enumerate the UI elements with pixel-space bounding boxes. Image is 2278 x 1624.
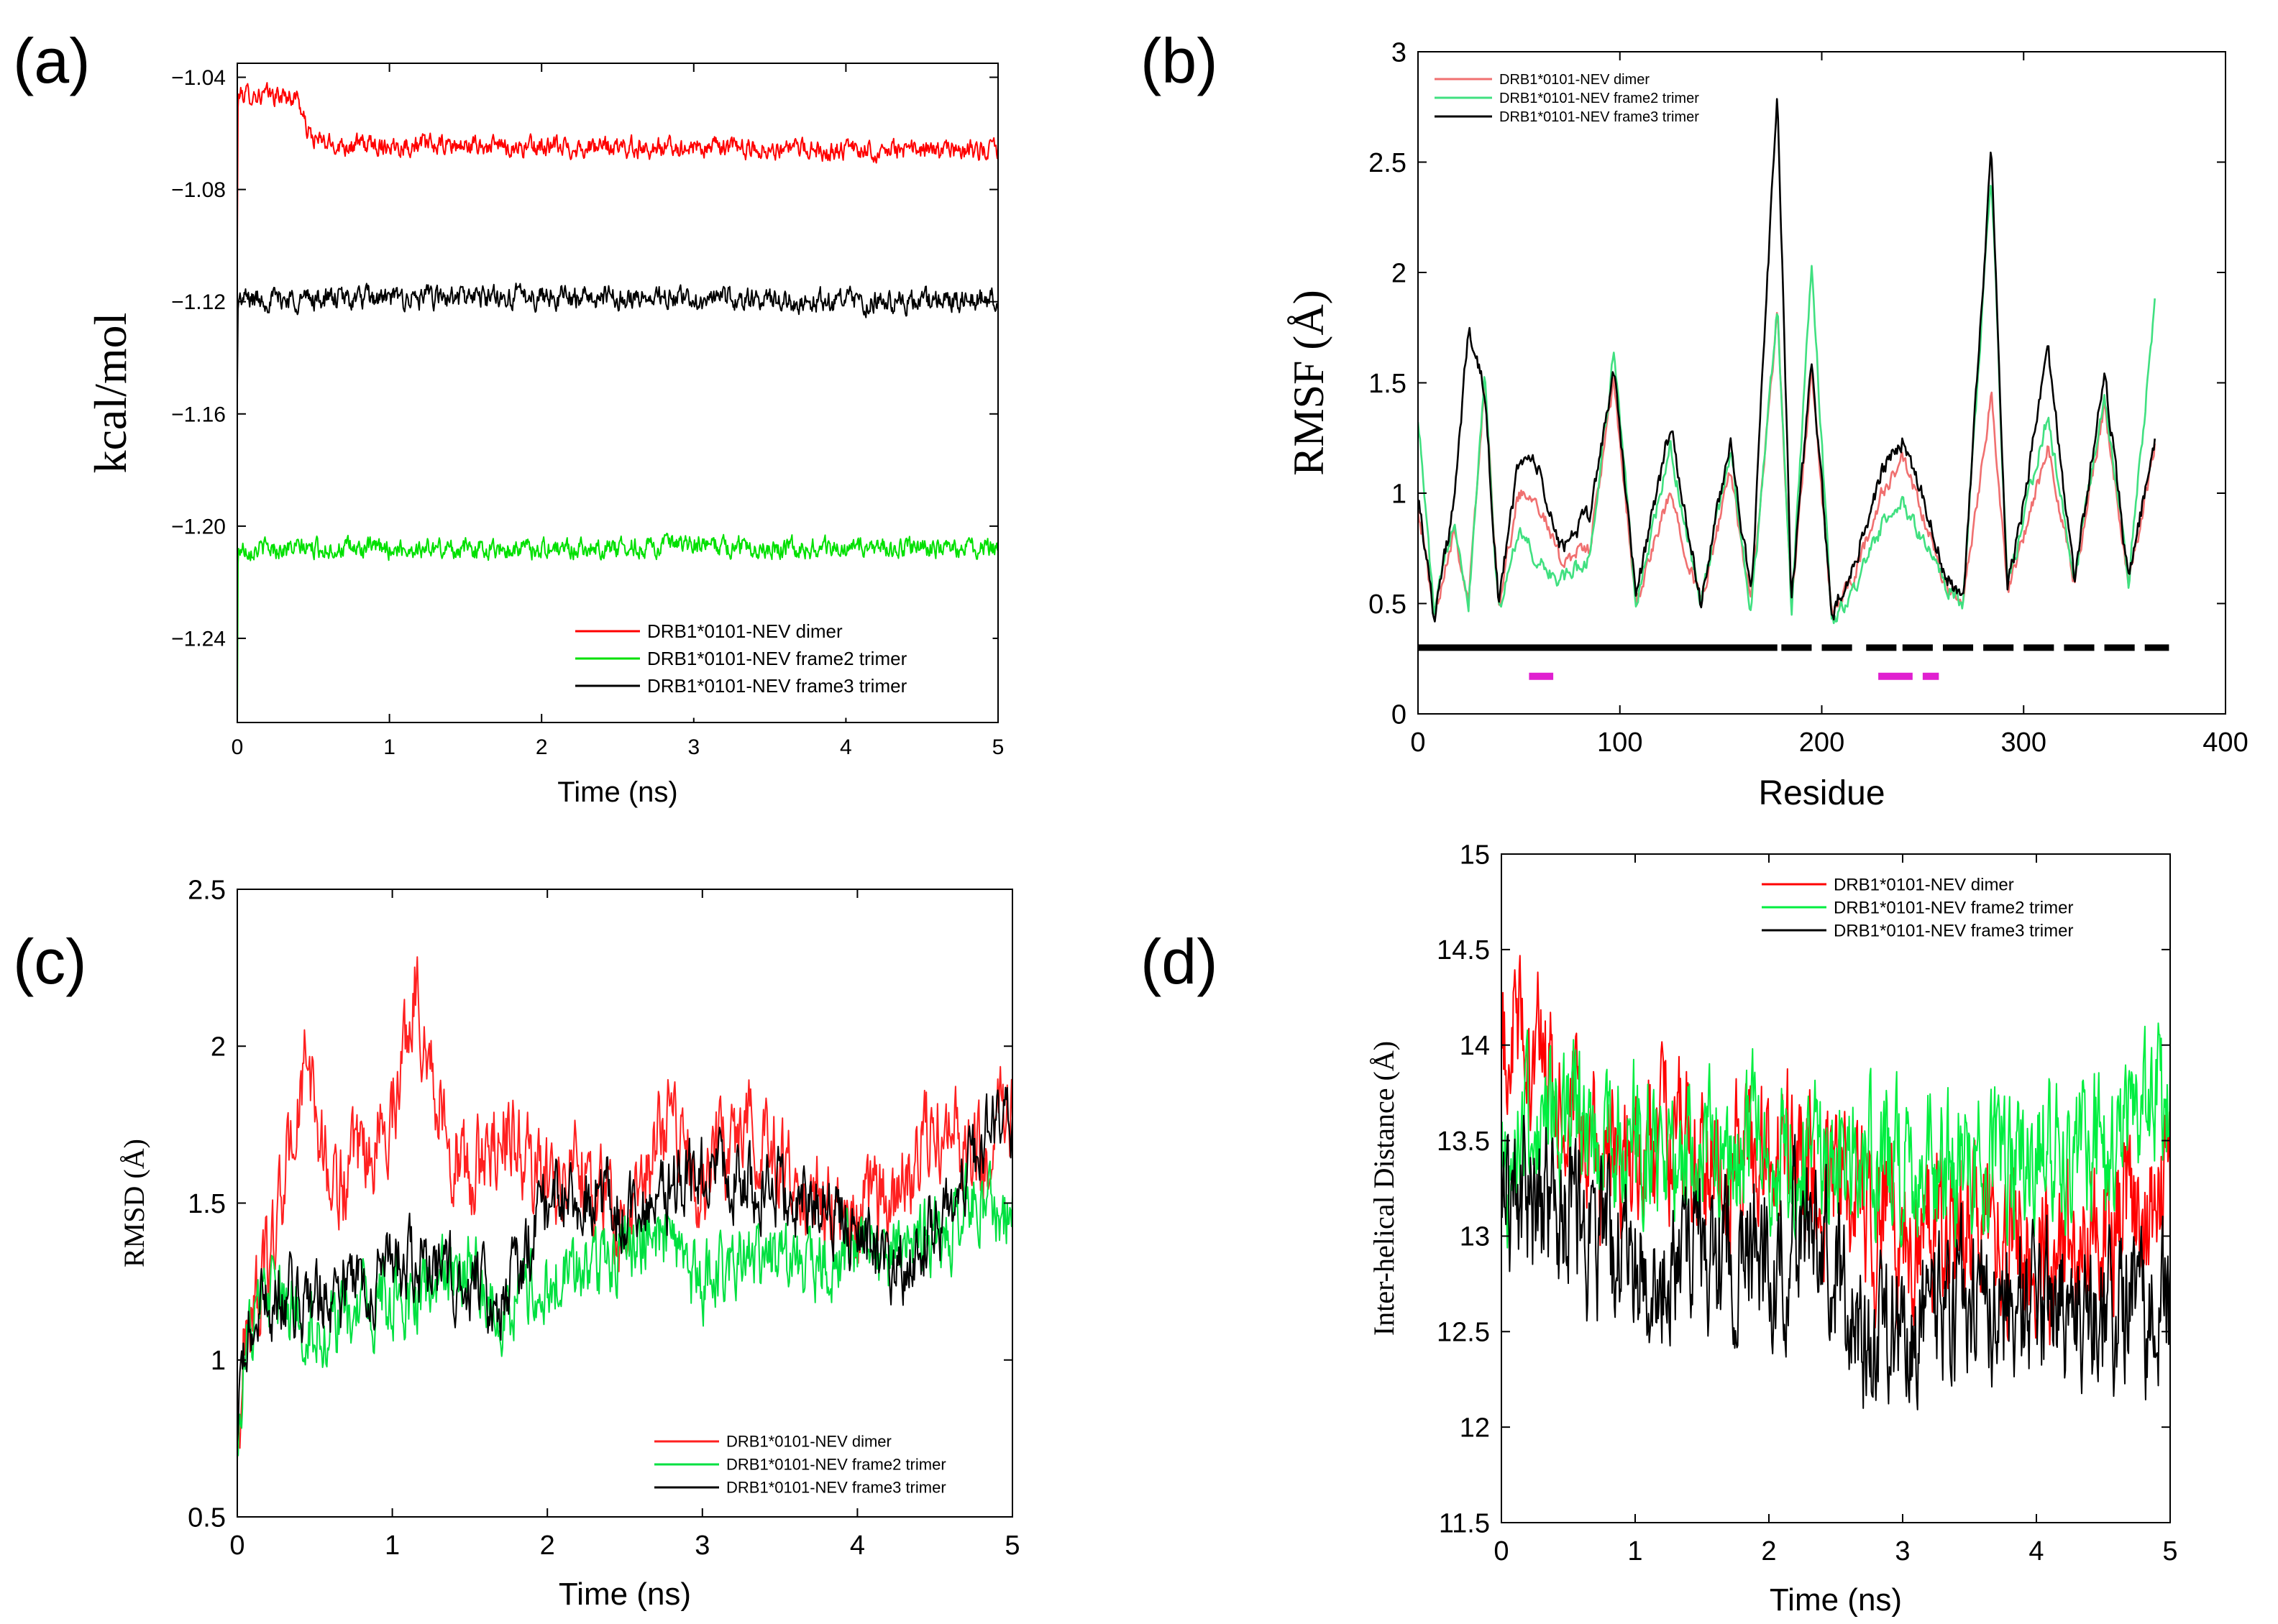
x-tick-label-b: 0: [1410, 728, 1425, 758]
x-tick-label-d: 0: [1493, 1536, 1509, 1566]
y-tick-label-c: 1: [211, 1346, 226, 1376]
y-axis-label-b: RMSF (Å): [1285, 290, 1332, 475]
panel-b: (b) 0 100 200 300 400 0 0.5 1 1.5 2 2.5 3 Residue RMS…: [1140, 25, 2249, 812]
x-tick-label-a: 0: [232, 735, 244, 759]
x-axis-label-b: Residue: [1758, 774, 1885, 812]
series-line-b-3: [1418, 98, 2156, 623]
plot-area-b: [1418, 98, 2156, 625]
series-line-b-2: [1418, 184, 2156, 625]
series-line-d-3: [1501, 1114, 2170, 1410]
legend-label-b-2: DRB1*0101-NEV frame2 trimer: [1499, 91, 1699, 106]
series-line-c-3: [237, 1086, 1012, 1443]
y-tick-label-a: −1.04: [171, 66, 226, 90]
panel-b-label: (b): [1140, 25, 1218, 96]
y-tick-label-d: 14: [1460, 1031, 1490, 1061]
legend-label-c-1: DRB1*0101-NEV dimer: [726, 1433, 892, 1451]
x-tick-label-a: 3: [687, 735, 700, 759]
x-tick-label-c: 0: [229, 1531, 244, 1561]
legend-label-d-2: DRB1*0101-NEV frame2 trimer: [1834, 898, 2073, 917]
plot-area-d: [1501, 955, 2170, 1410]
axes-frame-a: [237, 63, 999, 723]
legend-label-c-2: DRB1*0101-NEV frame2 trimer: [726, 1456, 946, 1474]
axes-frame-b: [1417, 51, 2226, 715]
y-tick-label-b: 0: [1391, 699, 1406, 730]
x-tick-label-d: 2: [1761, 1536, 1776, 1566]
x-tick-label-c: 4: [850, 1531, 865, 1561]
series-line-d-1: [1501, 955, 2170, 1346]
y-tick-label-d: 14.5: [1437, 935, 1490, 965]
y-tick-label-b: 1: [1391, 479, 1406, 509]
y-tick-label-b: 2.5: [1368, 148, 1406, 178]
y-tick-label-d: 13: [1460, 1222, 1490, 1252]
y-tick-label-a: −1.24: [171, 627, 226, 651]
x-tick-label-b: 200: [1799, 728, 1844, 758]
x-tick-label-d: 5: [2162, 1536, 2177, 1566]
y-tick-label-b: 1.5: [1368, 369, 1406, 399]
x-tick-label-a: 1: [383, 735, 395, 759]
x-axis-label-c: Time (ns): [559, 1577, 691, 1612]
series-line-c-1: [237, 956, 1012, 1461]
x-tick-label-c: 5: [1005, 1531, 1020, 1561]
panel-d-label: (d): [1140, 926, 1218, 997]
x-tick-label-b: 300: [2001, 728, 2046, 758]
x-tick-label-a: 5: [992, 735, 1005, 759]
panel-a-label: (a): [13, 25, 91, 96]
x-tick-label-b: 400: [2202, 728, 2248, 758]
x-tick-label-a: 2: [536, 735, 548, 759]
plot-area-a: [237, 82, 998, 722]
legend-label-d-3: DRB1*0101-NEV frame3 trimer: [1834, 921, 2073, 940]
y-tick-label-d: 15: [1460, 840, 1490, 870]
x-tick-label-d: 4: [2028, 1536, 2044, 1566]
y-tick-label-a: −1.12: [171, 290, 226, 314]
y-tick-label-c: 0.5: [188, 1503, 226, 1533]
y-tick-label-a: −1.08: [171, 178, 226, 202]
y-axis-label-a: kcal/mol: [85, 313, 136, 474]
legend-label-b-3: DRB1*0101-NEV frame3 trimer: [1499, 109, 1699, 125]
x-tick-label-a: 4: [840, 735, 852, 759]
legend-label-b-1: DRB1*0101-NEV dimer: [1499, 72, 1650, 88]
y-tick-label-b: 0.5: [1368, 589, 1406, 620]
panel-c: (c) 0 1 2 3 4 5 0.5 1 1.5 2 2.5 Time (ns) RMSD (Å) DR…: [13, 875, 1020, 1612]
y-tick-label-b: 2: [1391, 258, 1406, 288]
x-tick-label-c: 3: [695, 1531, 710, 1561]
x-tick-label-c: 2: [540, 1531, 555, 1561]
x-tick-label-d: 3: [1895, 1536, 1910, 1566]
series-line-a-1: [237, 82, 998, 246]
axes-frame-d: [1501, 853, 2171, 1523]
x-tick-label-d: 1: [1627, 1536, 1642, 1566]
x-tick-label-b: 100: [1597, 728, 1642, 758]
series-line-a-2: [237, 533, 998, 722]
y-tick-label-d: 12.5: [1437, 1318, 1490, 1348]
series-line-a-3: [237, 283, 998, 386]
panel-a: (a) 0 1 2 3 4 5 −1.04 −1.08 −1.12 −1.16 −1.20 −1.24…: [13, 25, 1004, 808]
legend-label-a-1: DRB1*0101-NEV dimer: [647, 620, 843, 642]
y-tick-label-d: 13.5: [1437, 1127, 1490, 1157]
y-tick-label-c: 2: [211, 1032, 226, 1063]
y-tick-label-d: 11.5: [1439, 1508, 1490, 1538]
y-tick-label-a: −1.16: [171, 403, 226, 426]
x-tick-label-c: 1: [385, 1531, 400, 1561]
x-axis-label-d: Time (ns): [1770, 1582, 1902, 1618]
legend-label-a-2: DRB1*0101-NEV frame2 trimer: [647, 648, 907, 669]
series-line-d-2: [1501, 1022, 2170, 1249]
plot-area-c: [237, 956, 1012, 1461]
legend-label-a-3: DRB1*0101-NEV frame3 trimer: [647, 675, 907, 697]
y-tick-label-a: −1.20: [171, 515, 226, 538]
y-tick-label-b: 3: [1391, 37, 1406, 68]
legend-label-d-1: DRB1*0101-NEV dimer: [1834, 875, 2014, 894]
legend-box-a: [567, 616, 993, 718]
series-line-c-2: [237, 1160, 1012, 1456]
y-tick-label-c: 1.5: [188, 1189, 226, 1219]
y-tick-label-d: 12: [1460, 1413, 1490, 1443]
x-axis-label-a: Time (ns): [557, 776, 677, 808]
y-axis-label-d: Inter-helical Distance (Å): [1368, 1041, 1400, 1336]
legend-box-b: [1427, 64, 1766, 137]
y-tick-label-c: 2.5: [188, 875, 226, 905]
panel-c-label: (c): [13, 926, 87, 997]
y-axis-label-c: RMSD (Å): [118, 1139, 150, 1267]
series-line-b-1: [1418, 311, 2156, 615]
legend-label-c-3: DRB1*0101-NEV frame3 trimer: [726, 1479, 946, 1497]
